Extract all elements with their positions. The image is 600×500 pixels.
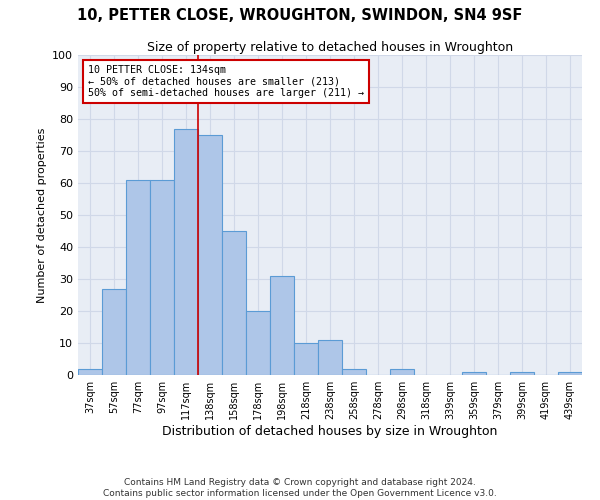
Bar	[390, 368, 414, 375]
Bar	[462, 372, 486, 375]
Bar	[270, 276, 294, 375]
Bar	[198, 135, 222, 375]
X-axis label: Distribution of detached houses by size in Wroughton: Distribution of detached houses by size …	[163, 425, 497, 438]
Bar	[174, 128, 198, 375]
Y-axis label: Number of detached properties: Number of detached properties	[37, 128, 47, 302]
Text: 10, PETTER CLOSE, WROUGHTON, SWINDON, SN4 9SF: 10, PETTER CLOSE, WROUGHTON, SWINDON, SN…	[77, 8, 523, 22]
Bar	[558, 372, 582, 375]
Text: 10 PETTER CLOSE: 134sqm
← 50% of detached houses are smaller (213)
50% of semi-d: 10 PETTER CLOSE: 134sqm ← 50% of detache…	[88, 64, 364, 98]
Bar	[222, 231, 246, 375]
Bar	[126, 180, 150, 375]
Bar	[318, 340, 342, 375]
Bar	[150, 180, 174, 375]
Bar	[78, 368, 102, 375]
Bar	[510, 372, 534, 375]
Bar	[102, 288, 126, 375]
Text: Contains HM Land Registry data © Crown copyright and database right 2024.
Contai: Contains HM Land Registry data © Crown c…	[103, 478, 497, 498]
Title: Size of property relative to detached houses in Wroughton: Size of property relative to detached ho…	[147, 41, 513, 54]
Bar	[246, 311, 270, 375]
Bar	[342, 368, 366, 375]
Bar	[294, 343, 318, 375]
